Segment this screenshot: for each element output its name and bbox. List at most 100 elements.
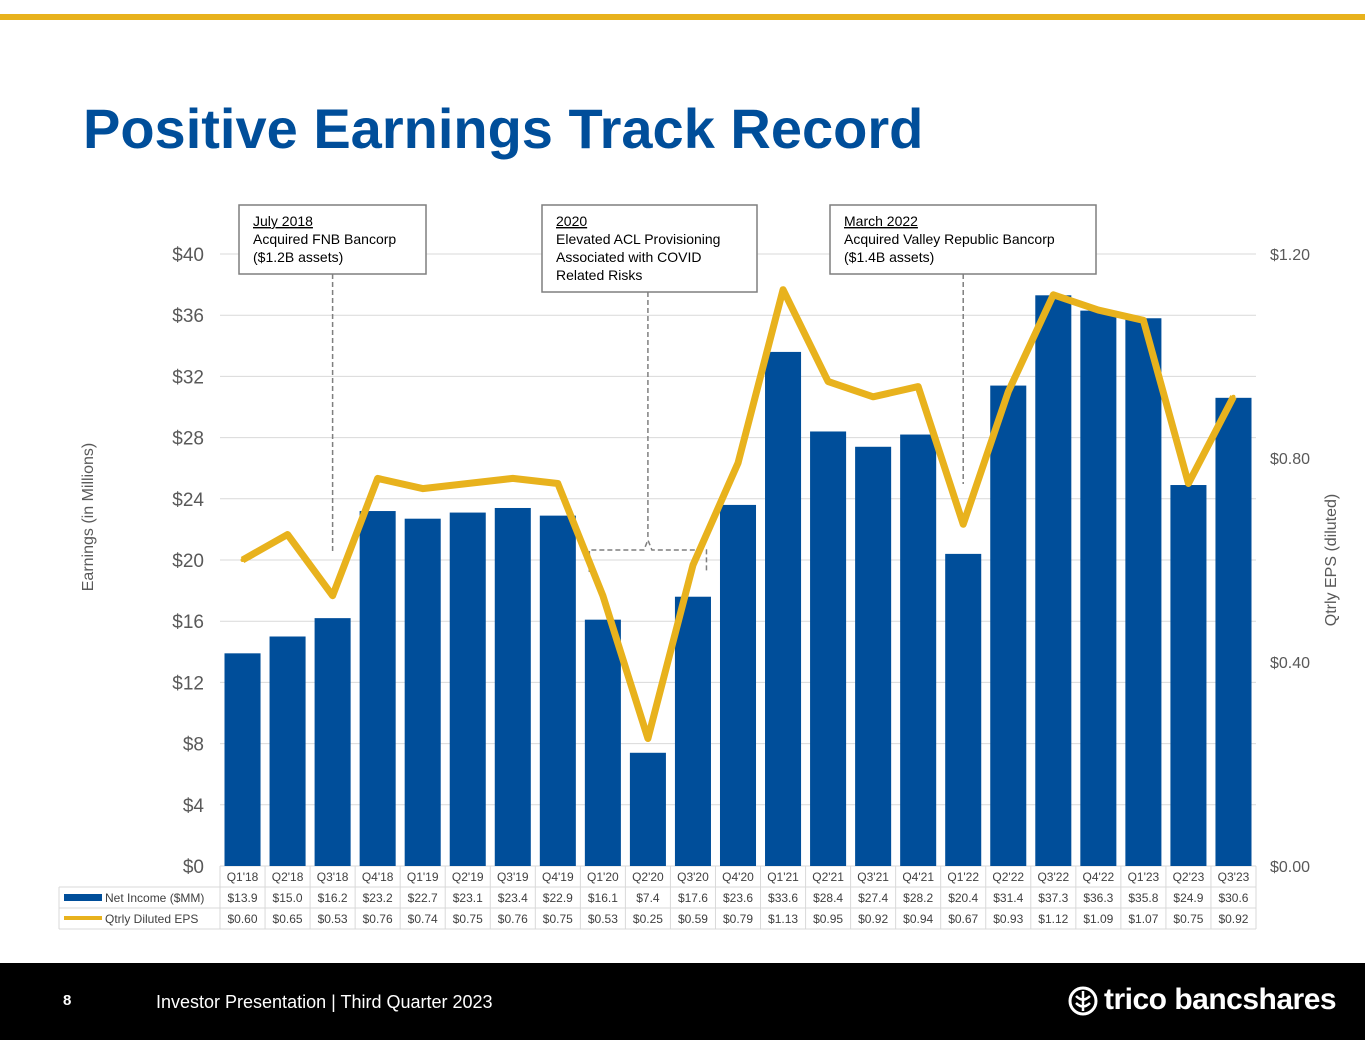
bar-net-income [1080, 310, 1117, 866]
data-label-net-income: $36.3 [1083, 891, 1113, 905]
bar-net-income [1125, 318, 1162, 866]
eps-point [1231, 394, 1236, 399]
eps-point [736, 461, 740, 466]
footer-text: Investor Presentation | Third Quarter 20… [156, 992, 493, 1012]
bar-net-income [539, 515, 576, 866]
y2-tick-label: $0.00 [1270, 859, 1310, 876]
eps-point [1051, 292, 1056, 297]
data-label-eps: $0.60 [228, 912, 258, 926]
data-label-net-income: $28.2 [903, 891, 933, 905]
eps-point [420, 486, 425, 491]
data-label-eps: $0.53 [588, 912, 618, 926]
legend-label-eps: Qtrly Diluted EPS [105, 912, 198, 926]
x-tick-label: Q4'21 [902, 870, 934, 884]
x-tick-label: Q1'19 [407, 870, 439, 884]
x-tick-label: Q1'23 [1128, 870, 1160, 884]
data-label-net-income: $13.9 [228, 891, 258, 905]
logo-text: trico bancshares [1104, 983, 1337, 1016]
annotation-box [238, 204, 427, 275]
x-tick-label: Q1'21 [767, 870, 799, 884]
data-label-net-income: $20.4 [948, 891, 978, 905]
data-label-net-income: $7.4 [636, 891, 660, 905]
company-logo: trico bancshares [1068, 983, 1338, 1019]
annotation-text: 2020 [556, 213, 587, 229]
y-tick-label: $24 [172, 490, 204, 511]
data-label-eps: $1.09 [1083, 912, 1113, 926]
x-tick-label: Q3'19 [497, 870, 529, 884]
x-tick-label: Q4'19 [542, 870, 574, 884]
data-label-eps: $0.25 [633, 912, 663, 926]
data-label-net-income: $16.1 [588, 891, 618, 905]
data-label-net-income: $22.9 [543, 891, 573, 905]
bar-net-income [1035, 295, 1072, 866]
y-tick-label: $12 [172, 673, 204, 694]
annotation-text: March 2022 [844, 213, 918, 229]
x-tick-label: Q3'18 [317, 870, 349, 884]
y2-tick-label: $0.40 [1270, 655, 1310, 672]
data-label-net-income: $24.9 [1173, 891, 1203, 905]
y2-tick-label: $0.80 [1270, 451, 1310, 468]
data-label-net-income: $33.6 [768, 891, 798, 905]
annotation-text: July 2018 [253, 213, 313, 229]
top-accent-rule [0, 14, 1365, 20]
data-label-eps: $1.13 [768, 912, 798, 926]
data-label-net-income: $23.6 [723, 891, 753, 905]
x-tick-label: Q3'21 [857, 870, 889, 884]
annotation-text: Related Risks [556, 267, 642, 283]
eps-point [645, 736, 650, 741]
trico-leaf-logo-icon [1068, 986, 1098, 1016]
data-label-eps: $0.94 [903, 912, 933, 926]
y-tick-label: $32 [172, 367, 204, 388]
data-label-eps: $0.79 [723, 912, 753, 926]
data-label-net-income: $35.8 [1128, 891, 1158, 905]
eps-point [285, 532, 290, 537]
eps-point [916, 384, 921, 389]
x-tick-label: Q2'18 [272, 870, 304, 884]
data-label-eps: $0.59 [678, 912, 708, 926]
data-label-eps: $0.92 [858, 912, 888, 926]
bar-net-income [449, 512, 486, 866]
data-label-net-income: $15.0 [273, 891, 303, 905]
bar-net-income [810, 431, 847, 866]
annotation-bracket [588, 537, 708, 572]
data-label-eps: $0.74 [408, 912, 438, 926]
legend-key-eps [64, 916, 102, 920]
data-label-net-income: $17.6 [678, 891, 708, 905]
page-title: Positive Earnings Track Record [83, 97, 924, 160]
x-tick-label: Q2'22 [992, 870, 1024, 884]
data-label-eps: $0.75 [453, 912, 483, 926]
x-tick-label: Q1'18 [227, 870, 259, 884]
bar-net-income [1170, 485, 1207, 866]
annotation-text: ($1.2B assets) [253, 249, 343, 265]
eps-point [330, 593, 335, 598]
bar-net-income [855, 446, 892, 866]
eps-point [1096, 308, 1101, 313]
bar-net-income [900, 434, 937, 866]
eps-point [600, 593, 605, 598]
data-label-net-income: $23.4 [498, 891, 528, 905]
bar-net-income [494, 507, 531, 866]
data-label-eps: $0.76 [363, 912, 393, 926]
bar-net-income [404, 518, 441, 866]
y-tick-label: $36 [172, 306, 204, 327]
eps-point [1141, 318, 1146, 323]
x-tick-label: Q4'18 [362, 870, 394, 884]
annotation-text: Acquired Valley Republic Bancorp [844, 231, 1055, 247]
eps-point [826, 379, 831, 384]
eps-point [240, 558, 245, 562]
bar-net-income [1215, 397, 1252, 866]
footer-bar: 8 Investor Presentation | Third Quarter … [0, 963, 1365, 1040]
annotation-text: ($1.4B assets) [844, 249, 934, 265]
y-tick-label: $20 [172, 551, 204, 572]
bar-net-income [314, 618, 351, 866]
bar-net-income [719, 504, 757, 866]
data-label-net-income: $22.7 [408, 891, 438, 905]
bar-net-income [224, 653, 261, 866]
y-tick-label: $0 [183, 857, 204, 878]
data-label-eps: $1.12 [1038, 912, 1068, 926]
eps-point [871, 394, 876, 399]
y2-tick-label: $1.20 [1270, 247, 1310, 264]
data-label-eps: $1.07 [1128, 912, 1158, 926]
legend-key-net-income [64, 894, 102, 901]
data-label-eps: $0.67 [948, 912, 978, 926]
